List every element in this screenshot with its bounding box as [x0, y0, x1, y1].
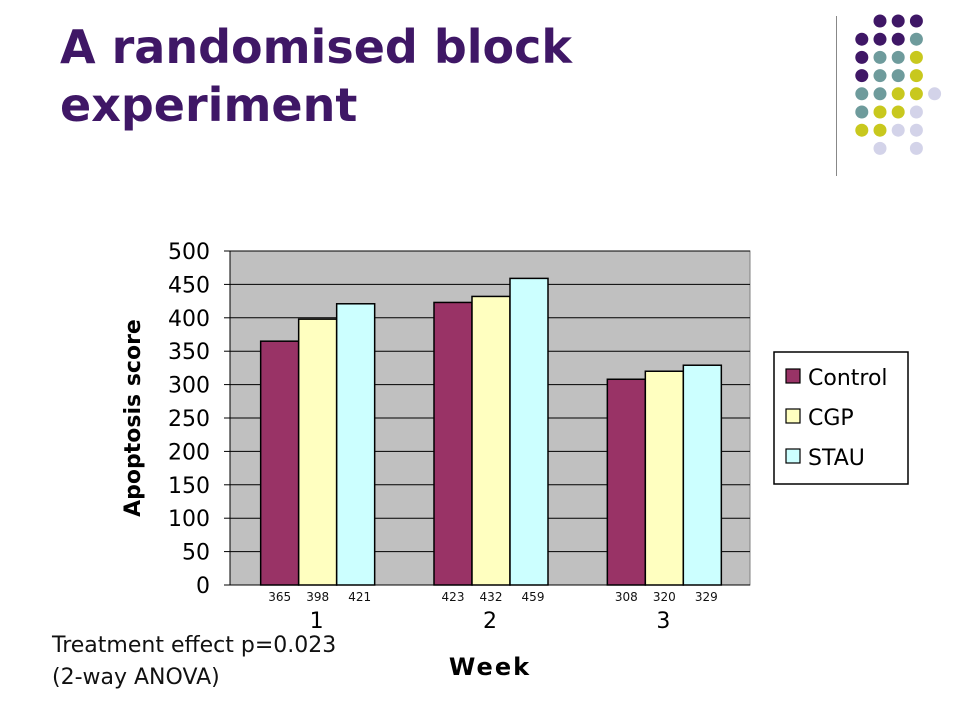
bar-cgp	[471, 295, 511, 586]
legend-swatch-control	[785, 368, 801, 384]
legend-label-cgp: CGP	[808, 406, 854, 431]
y-tick-label: 100	[168, 507, 210, 532]
bar-stau	[335, 303, 376, 586]
y-tick-label: 200	[168, 440, 210, 465]
x-category-label: 1	[310, 609, 324, 634]
bar-value-label: 329	[695, 590, 718, 604]
anova-note: Treatment effect p=0.023 (2-way ANOVA)	[52, 630, 336, 694]
legend-label-stau: STAU	[808, 446, 865, 471]
y-tick-label: 0	[196, 574, 210, 599]
slide-title: A randomised block experiment	[60, 18, 800, 134]
bar-control	[259, 340, 300, 586]
bar-value-label: 459	[522, 590, 545, 604]
y-tick-label: 50	[182, 541, 210, 566]
y-tick-label: 450	[168, 273, 210, 298]
y-tick-label: 400	[168, 307, 210, 332]
decorative-divider	[836, 16, 837, 176]
legend-swatch-cgp	[785, 408, 801, 424]
x-category-label: 3	[656, 609, 670, 634]
y-tick-label: 350	[168, 340, 210, 365]
slide-title-line-1: A randomised block	[60, 20, 572, 74]
bar-value-label: 432	[480, 590, 503, 604]
anova-note-line-1: Treatment effect p=0.023	[52, 633, 337, 658]
bar-stau	[509, 277, 549, 586]
bar-control	[433, 301, 473, 586]
bar-value-label: 398	[306, 590, 329, 604]
x-axis-title: Week	[449, 653, 531, 681]
y-tick-label: 300	[168, 374, 210, 399]
bar-value-label: 421	[348, 590, 371, 604]
y-tick-label: 500	[168, 240, 210, 265]
y-axis-title: Apoptosis score	[121, 319, 146, 517]
slide-title-line-2: experiment	[60, 78, 358, 132]
y-tick-label: 250	[168, 407, 210, 432]
legend-swatch-stau	[785, 448, 801, 464]
bar-cgp	[297, 318, 338, 586]
bar-value-label: 320	[653, 590, 676, 604]
bar-control	[606, 378, 647, 586]
bar-value-label: 365	[268, 590, 291, 604]
bar-value-label: 423	[442, 590, 465, 604]
x-category-label: 2	[483, 609, 497, 634]
bar-value-label: 308	[615, 590, 638, 604]
anova-note-line-2: (2-way ANOVA)	[52, 665, 220, 690]
y-tick-label: 150	[168, 474, 210, 499]
bar-stau	[682, 364, 723, 586]
bar-cgp	[644, 370, 685, 586]
legend-label-control: Control	[808, 366, 888, 391]
